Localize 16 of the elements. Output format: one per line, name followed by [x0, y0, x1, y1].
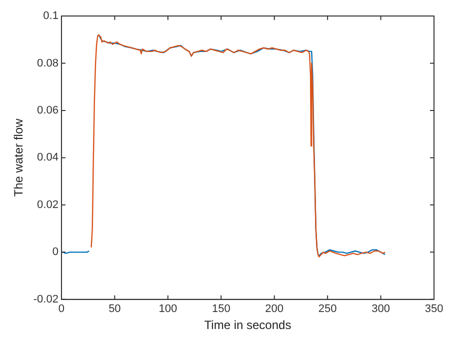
y-tick-label: -0.02: [33, 293, 58, 306]
y-tick-label: 0.1: [43, 10, 58, 22]
x-tick-label: 200: [265, 303, 284, 316]
x-tick-label: 300: [372, 303, 390, 316]
x-tick-label: 250: [318, 303, 337, 316]
x-axis-title: Time in seconds: [204, 318, 292, 332]
y-tick-label: 0.02: [37, 198, 58, 211]
x-tick-label: 350: [424, 303, 444, 316]
y-axis-title: The water flow: [12, 118, 26, 197]
x-tick-label: 150: [212, 303, 230, 316]
y-tick-label: 0: [52, 246, 58, 258]
x-tick-label: 50: [108, 303, 121, 316]
x-tick-label: 100: [158, 303, 178, 316]
y-tick-label: 0.04: [37, 152, 58, 164]
y-tick-label: 0.08: [37, 57, 58, 70]
y-tick-label: 0.06: [37, 104, 58, 116]
